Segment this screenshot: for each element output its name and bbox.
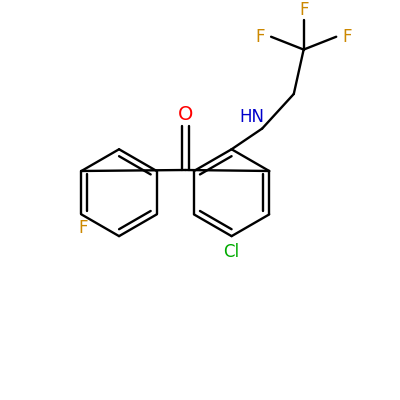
Text: F: F xyxy=(342,28,352,46)
Text: O: O xyxy=(178,105,193,124)
Text: F: F xyxy=(256,28,265,46)
Text: F: F xyxy=(299,1,308,19)
Text: Cl: Cl xyxy=(224,243,240,261)
Text: F: F xyxy=(79,219,88,237)
Text: HN: HN xyxy=(240,108,265,126)
